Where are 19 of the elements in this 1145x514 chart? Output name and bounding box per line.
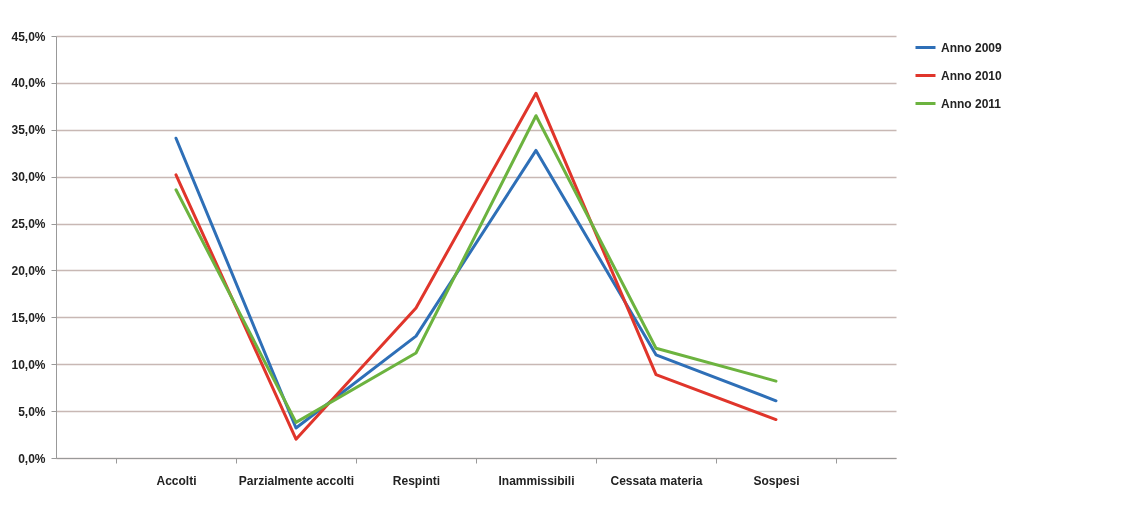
x-tick-label: Respinti <box>392 473 441 488</box>
legend-label: Anno 2009 <box>941 40 1003 55</box>
x-tick-label: Cessata materia <box>610 473 703 488</box>
legend-label: Anno 2011 <box>941 96 1002 111</box>
y-tick-label: 35,0% <box>11 123 46 138</box>
y-tick-label: 45,0% <box>11 29 46 44</box>
y-tick-label: 10,0% <box>11 357 46 372</box>
y-tick-label: 25,0% <box>11 217 46 232</box>
y-tick-label: 30,0% <box>11 170 46 185</box>
y-tick-label: 15,0% <box>11 310 46 325</box>
x-tick-label: Inammissibili <box>498 473 575 488</box>
x-tick-label: Accolti <box>156 473 197 488</box>
y-tick-label: 0,0% <box>18 451 46 466</box>
y-tick-label: 5,0% <box>18 404 46 419</box>
y-tick-label: 20,0% <box>11 263 46 278</box>
x-tick-label: Parzialmente accolti <box>238 473 355 488</box>
legend-label: Anno 2010 <box>941 68 1003 83</box>
y-tick-label: 40,0% <box>11 76 46 91</box>
x-tick-label: Sospesi <box>753 473 800 488</box>
